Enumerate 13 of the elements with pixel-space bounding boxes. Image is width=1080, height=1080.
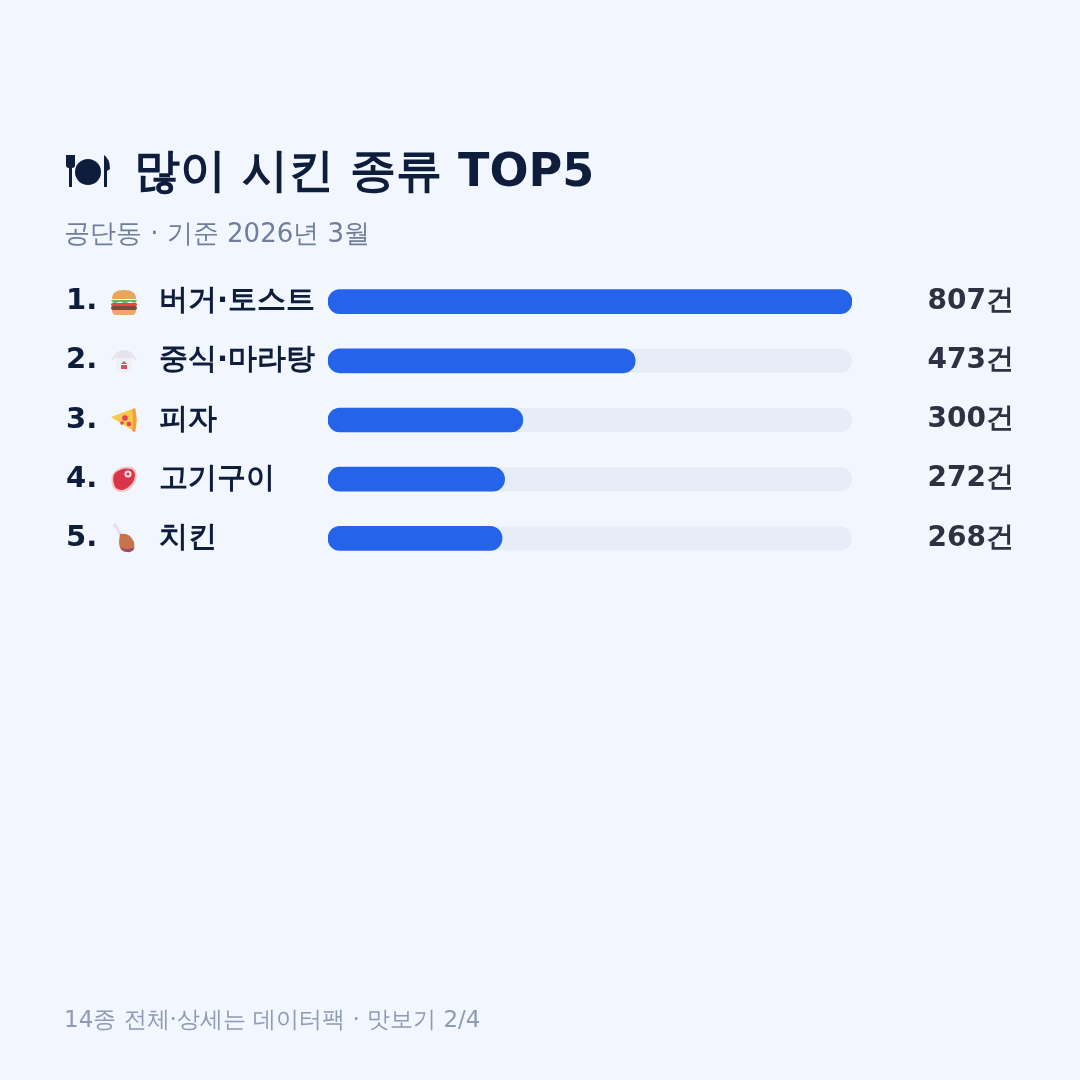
category-label: 4. 고기구이	[66, 459, 275, 494]
data-label: 300건	[927, 401, 1014, 435]
category-label: 5. 치킨	[66, 518, 217, 553]
data-label: 807건	[927, 282, 1014, 316]
category-label: 2. 중식·마라탕	[66, 341, 316, 376]
data-label: 473건	[927, 342, 1014, 376]
data-label: 272건	[927, 460, 1014, 494]
chart-subtitle: 공단동 · 기준 2026년 3월	[64, 217, 371, 250]
chart-title: 많이 시킨 종류 TOP5	[134, 142, 595, 199]
data-label: 268건	[927, 519, 1014, 553]
category-label: 1. 버거·토스트	[66, 282, 316, 317]
category-label: 3. 피자	[66, 400, 217, 435]
text: 14종 전체·상세는 데이터팩 · 맛보기 2/4	[64, 1005, 481, 1034]
